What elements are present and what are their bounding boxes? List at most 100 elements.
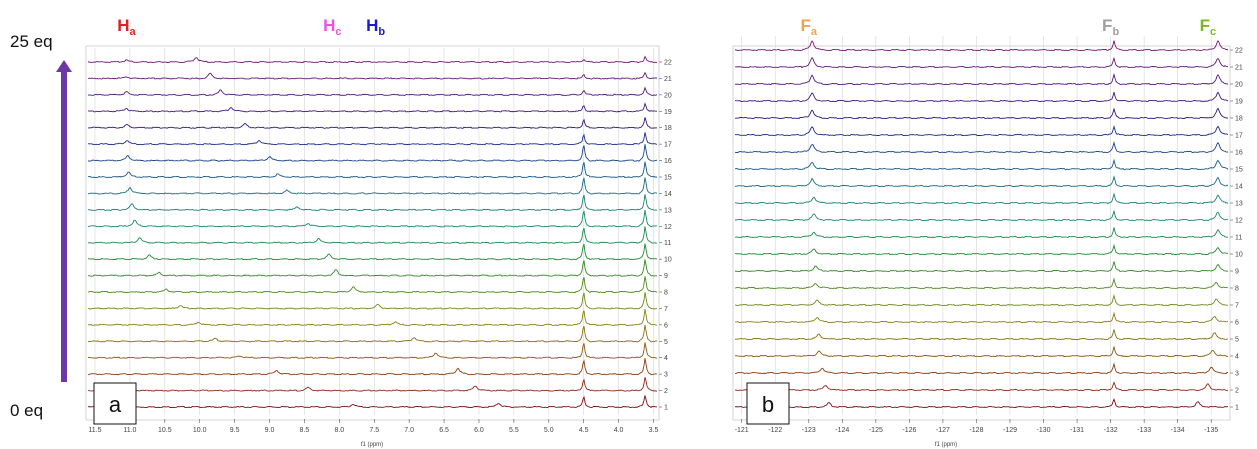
x-tick-label: 5.0 xyxy=(544,427,554,434)
spectrum-number: 8 xyxy=(664,290,668,297)
x-tick-label: 5.5 xyxy=(509,427,519,434)
spectrum-number: 10 xyxy=(664,257,672,264)
x-tick-label: 10.0 xyxy=(193,427,207,434)
panel-b-label: b xyxy=(762,392,774,417)
x-tick-label: -128 xyxy=(969,427,983,434)
spectrum-number: 19 xyxy=(664,109,672,116)
spectrum-number: 12 xyxy=(1235,218,1243,225)
spectrum-number: 1 xyxy=(1235,405,1239,412)
spectrum-trace xyxy=(734,141,1229,154)
spectrum-number: 14 xyxy=(664,191,672,198)
spectrum-number: 9 xyxy=(1235,269,1239,276)
spectrum-trace xyxy=(734,329,1229,341)
spectrum-trace xyxy=(87,177,658,195)
panel-a-label-box: a xyxy=(93,382,137,425)
x-tick-label: -123 xyxy=(802,427,816,434)
x-tick-label: 7.5 xyxy=(369,427,379,434)
spectrum-number: 3 xyxy=(1235,371,1239,378)
spectrum-number: 18 xyxy=(664,125,672,132)
spectrum-trace xyxy=(87,292,658,310)
spectrum-trace xyxy=(87,194,658,211)
spectrum-number: 5 xyxy=(1235,337,1239,344)
spectrum-number: 21 xyxy=(1235,65,1243,72)
x-tick-label: -132 xyxy=(1104,427,1118,434)
panel-b-xlabel: f1 (ppm) xyxy=(935,442,957,448)
spectrum-number: 9 xyxy=(664,273,668,280)
spectrum-trace xyxy=(734,277,1229,290)
spectrum-trace xyxy=(734,124,1229,137)
spectrum-trace xyxy=(734,243,1229,256)
spectrum-trace xyxy=(87,308,658,326)
spectrum-number: 22 xyxy=(1235,48,1243,55)
x-tick-label: 6.5 xyxy=(439,427,449,434)
x-tick-label: 8.0 xyxy=(334,427,344,434)
spectrum-number: 4 xyxy=(664,355,668,362)
spectrum-number: 20 xyxy=(1235,82,1243,89)
spectrum-trace xyxy=(734,91,1229,103)
spectrum-trace xyxy=(734,398,1229,409)
spectrum-trace xyxy=(87,377,658,392)
spectrum-number: 16 xyxy=(1235,150,1243,157)
spectrum-number: 15 xyxy=(1235,167,1243,174)
spectrum-number: 6 xyxy=(1235,320,1239,327)
spectrum-trace xyxy=(87,276,658,294)
spectrum-number: 4 xyxy=(1235,354,1239,361)
spectrum-trace xyxy=(734,72,1229,86)
spectrum-trace xyxy=(87,71,658,80)
x-tick-label: 4.0 xyxy=(614,427,624,434)
x-tick-label: 11.0 xyxy=(123,427,136,434)
x-tick-label: -131 xyxy=(1070,427,1084,434)
spectrum-number: 5 xyxy=(664,339,668,346)
x-tick-label: 9.5 xyxy=(230,427,240,434)
concentration-arrow xyxy=(56,60,72,382)
peak-label: Fb xyxy=(1102,16,1119,38)
spectrum-trace xyxy=(87,132,658,146)
panel-b-label-box: b xyxy=(746,382,790,425)
x-tick-label: 9.0 xyxy=(265,427,275,434)
spectrum-number: 13 xyxy=(664,207,672,214)
spectrum-trace xyxy=(87,324,658,343)
spectrum-trace xyxy=(734,209,1229,222)
spectrum-number: 12 xyxy=(664,224,672,231)
spectrum-trace xyxy=(87,209,658,228)
spectrum-trace xyxy=(87,259,658,277)
x-tick-label: 11.5 xyxy=(88,427,101,434)
spectrum-trace xyxy=(87,358,658,376)
x-tick-label: -121 xyxy=(735,427,749,434)
spectrum-number: 20 xyxy=(664,92,672,99)
x-tick-label: -129 xyxy=(1003,427,1017,434)
spectrum-number: 2 xyxy=(1235,388,1239,395)
x-tick-label: 4.5 xyxy=(579,427,589,434)
panel-a-label: a xyxy=(109,392,122,417)
spectrum-trace xyxy=(734,345,1229,358)
spectrum-number: 17 xyxy=(1235,133,1243,140)
x-tick-label: -135 xyxy=(1204,427,1218,434)
spectrum-number: 10 xyxy=(1235,252,1243,259)
spectrum-number: 7 xyxy=(1235,303,1239,310)
spectrum-trace xyxy=(87,395,658,409)
spectrum-number: 18 xyxy=(1235,116,1243,123)
x-tick-label: -125 xyxy=(869,427,883,434)
spectrum-trace xyxy=(87,55,658,64)
x-tick-label: -126 xyxy=(902,427,916,434)
x-tick-label: -130 xyxy=(1037,427,1051,434)
x-tick-label: 3.5 xyxy=(649,427,659,434)
eq-bottom-label: 0 eq xyxy=(10,401,43,420)
spectrum-trace xyxy=(734,175,1229,188)
spectrum-trace xyxy=(734,192,1229,205)
spectrum-trace xyxy=(734,381,1229,392)
x-tick-label: -127 xyxy=(936,427,950,434)
spectrum-trace xyxy=(734,56,1229,69)
spectrum-trace xyxy=(734,293,1229,307)
spectrum-trace xyxy=(734,107,1229,120)
spectrum-number: 21 xyxy=(664,76,672,83)
spectrum-number: 22 xyxy=(664,60,672,67)
spectrum-trace xyxy=(734,311,1229,324)
spectrum-number: 15 xyxy=(664,175,672,182)
spectrum-trace xyxy=(734,40,1229,52)
spectrum-number: 8 xyxy=(1235,286,1239,293)
spectrum-trace xyxy=(87,102,658,113)
